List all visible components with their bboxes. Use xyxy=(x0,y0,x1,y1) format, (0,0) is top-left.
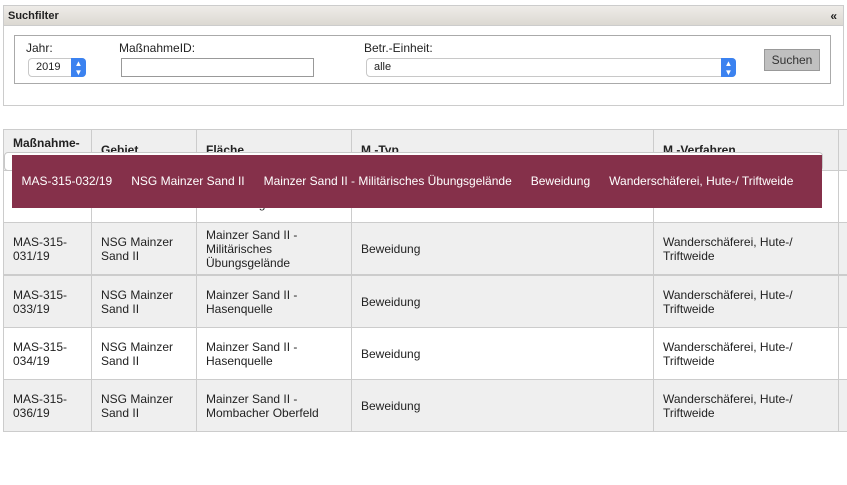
cell-flaeche: Mainzer Sand II - Hasenquelle xyxy=(196,275,352,328)
search-button[interactable]: Suchen xyxy=(764,49,820,71)
cell-id: MAS-315-034/19 xyxy=(3,327,92,380)
cell-id: MAS-315-036/19 xyxy=(3,379,92,432)
cell-extra xyxy=(802,154,823,208)
filter-title: Suchfilter xyxy=(8,10,59,22)
results-table: Maßnahme-ID↑ Gebiet Fläche M.-Typ M.-Ver… xyxy=(3,129,847,432)
col-header-extra xyxy=(838,129,847,171)
cell-gebiet: NSG Mainzer Sand II xyxy=(91,327,197,380)
search-filter-panel: Suchfilter « Jahr: 2019 ▲ ▼ MaßnahmeID: B… xyxy=(3,5,844,106)
table-row[interactable]: MAS-315-036/19 NSG Mainzer Sand II Mainzer… xyxy=(3,379,847,432)
cell-typ: Beweidung xyxy=(351,275,654,328)
cell-extra xyxy=(838,379,847,432)
cell-extra xyxy=(838,327,847,380)
cell-verfahren: Wanderschäferei, Hute-/ Triftweide xyxy=(653,275,839,328)
chevron-updown-icon: ▲ ▼ xyxy=(71,58,86,77)
cell-gebiet: NSG Mainzer Sand II xyxy=(121,154,255,208)
massnahme-id-input[interactable] xyxy=(121,58,314,77)
cell-extra xyxy=(838,275,847,328)
jahr-select[interactable]: 2019 ▲ ▼ xyxy=(28,58,86,77)
filter-header: Suchfilter « xyxy=(4,6,843,26)
cell-extra xyxy=(838,170,847,223)
cell-flaeche: Mainzer Sand II - Militärisches Übungsge… xyxy=(196,222,352,275)
chevron-updown-icon: ▲ ▼ xyxy=(721,58,736,77)
cell-gebiet: NSG Mainzer Sand II xyxy=(91,275,197,328)
jahr-value: 2019 xyxy=(36,61,61,73)
cell-typ: Beweidung xyxy=(351,379,654,432)
cell-flaeche: Mainzer Sand II - Mombacher Oberfeld xyxy=(196,379,352,432)
cell-verfahren: Wanderschäferei, Hute-/ Triftweide xyxy=(599,154,804,208)
einheit-label: Betr.-Einheit: xyxy=(364,41,433,55)
cell-extra xyxy=(838,222,847,275)
jahr-label: Jahr: xyxy=(26,41,53,55)
filter-form: Jahr: 2019 ▲ ▼ MaßnahmeID: Betr.-Einheit:… xyxy=(14,35,831,84)
cell-id: MAS-315-033/19 xyxy=(3,275,92,328)
cell-typ: Beweidung xyxy=(520,154,601,208)
table-row[interactable]: MAS-315-032/19 NSG Mainzer Sand II Mainzer… xyxy=(3,151,824,208)
cell-gebiet: NSG Mainzer Sand II xyxy=(91,379,197,432)
cell-id: MAS-315-032/19 xyxy=(11,154,123,208)
massnahme-id-label: MaßnahmeID: xyxy=(119,41,196,55)
table-row[interactable]: MAS-315-033/19 NSG Mainzer Sand II Mainzer… xyxy=(3,275,847,328)
cell-flaeche: Mainzer Sand II - Hasenquelle xyxy=(196,327,352,380)
cell-verfahren: Wanderschäferei, Hute-/ Triftweide xyxy=(653,327,839,380)
table-row[interactable]: MAS-315-034/19 NSG Mainzer Sand II Mainzer… xyxy=(3,327,847,380)
table-row[interactable]: MAS-315-031/19 NSG Mainzer Sand II Mainzer… xyxy=(3,222,847,275)
collapse-icon[interactable]: « xyxy=(830,9,837,23)
cell-verfahren: Wanderschäferei, Hute-/ Triftweide xyxy=(653,379,839,432)
cell-gebiet: NSG Mainzer Sand II xyxy=(91,222,197,275)
einheit-select[interactable]: alle ▲ ▼ xyxy=(366,58,736,77)
cell-flaeche: Mainzer Sand II - Militärisches Übungsge… xyxy=(253,154,522,208)
cell-typ: Beweidung xyxy=(351,222,654,275)
cell-typ: Beweidung xyxy=(351,327,654,380)
cell-verfahren: Wanderschäferei, Hute-/ Triftweide xyxy=(653,222,839,275)
einheit-value: alle xyxy=(374,61,392,73)
cell-id: MAS-315-031/19 xyxy=(3,222,92,275)
